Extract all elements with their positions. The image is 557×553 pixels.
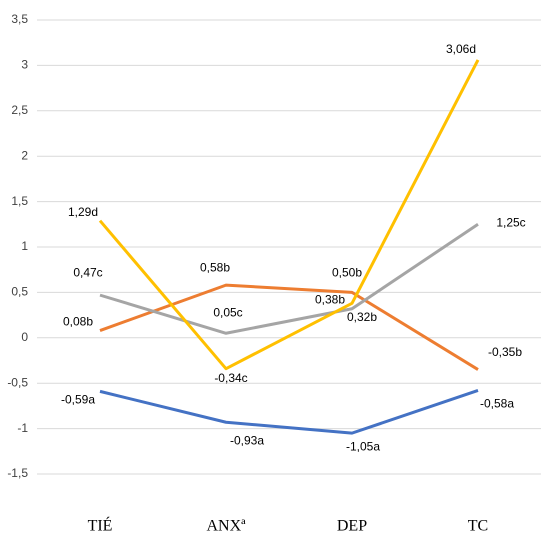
x-tick-label: DEP [337,518,367,535]
series-line [99,223,479,335]
data-label: -0,93a [230,433,264,447]
data-label: 0,47c [73,265,102,279]
data-label: 0,38b [315,292,345,306]
series-line [98,59,480,371]
data-label: -0,35b [488,345,522,359]
series-line [99,283,479,371]
data-label: -1,05a [346,439,380,453]
data-label: 0,05c [213,305,242,319]
y-tick-label: -1 [17,421,28,435]
data-label: 3,06d [446,42,476,56]
data-label: -0,58a [480,397,514,411]
y-tick-label: 0 [21,330,28,344]
y-tick-label: -1,5 [7,466,28,480]
y-tick-label: 1 [21,239,28,253]
data-label: 1,29d [68,205,98,219]
data-label: 0,08b [63,315,93,329]
y-tick-label: 2 [21,148,28,162]
data-label: -0,34c [214,371,247,385]
x-tick-label: TIÉ [88,516,113,535]
y-tick-label: 0,5 [11,285,28,299]
y-tick-label: -0,5 [7,375,28,389]
series-line [99,389,479,435]
y-tick-label: 3 [21,58,28,72]
x-tick-label: TC [468,518,488,535]
data-label: 1,25c [496,215,525,229]
data-label: -0,59a [61,393,95,407]
y-tick-label: 1,5 [11,194,28,208]
y-tick-label: 3,5 [11,12,28,26]
data-label: 0,58b [200,260,230,274]
data-label: 0,32b [347,310,377,324]
data-label: 0,50b [332,266,362,280]
y-tick-label: 2,5 [11,103,28,117]
x-tick-label: ANXª [206,518,246,535]
